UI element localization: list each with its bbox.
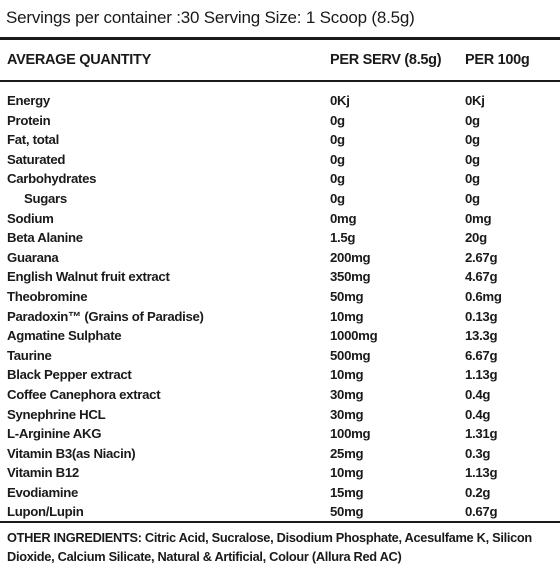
nutrient-row: Vitamin B12 10mg 1.13g bbox=[0, 463, 560, 483]
per-100g-value: 2.67g bbox=[465, 249, 498, 265]
per-serving-value: 1.5g bbox=[330, 230, 356, 246]
nutrient-name: Lupon/Lupin bbox=[7, 504, 84, 520]
nutrient-name: Agmatine Sulphate bbox=[7, 328, 122, 344]
nutrient-row: Energy 0Kj 0Kj bbox=[0, 91, 560, 111]
per-100g-value: 0.4g bbox=[465, 386, 491, 402]
per-serving-value: 50mg bbox=[330, 504, 364, 520]
nutrient-table: Energy 0Kj 0Kj Protein 0g 0g Fat, total 0g 0g Sat… bbox=[0, 91, 560, 522]
per-100g-value: 20g bbox=[465, 230, 487, 246]
nutrient-row: L-Arginine AKG 100mg 1.31g bbox=[0, 424, 560, 444]
nutrient-row: Paradoxin™ (Grains of Paradise) 10mg 0.13g bbox=[0, 307, 560, 327]
per-serving-value: 200mg bbox=[330, 249, 371, 265]
nutrient-row: Carbohydrates 0g 0g bbox=[0, 169, 560, 189]
per-100g-value: 0.67g bbox=[465, 504, 498, 520]
per-serving-value: 500mg bbox=[330, 347, 371, 363]
per-100g-value: 0g bbox=[465, 132, 480, 148]
per-serving-value: 0mg bbox=[330, 210, 357, 226]
nutrient-name: Black Pepper extract bbox=[7, 367, 132, 383]
per-serving-value: 0g bbox=[330, 132, 345, 148]
nutrient-row: Evodiamine 15mg 0.2g bbox=[0, 483, 560, 503]
nutrient-name: English Walnut fruit extract bbox=[7, 269, 170, 285]
per-serving-value: 50mg bbox=[330, 288, 364, 304]
servings-line: Servings per container :30 Serving Size:… bbox=[6, 8, 415, 27]
nutrient-row: Agmatine Sulphate 1000mg 13.3g bbox=[0, 326, 560, 346]
per-100g-value: 1.13g bbox=[465, 367, 498, 383]
top-rule bbox=[0, 37, 560, 40]
nutrient-name: Coffee Canephora extract bbox=[7, 386, 161, 402]
nutrient-name: Sodium bbox=[7, 210, 54, 226]
nutrient-name: Protein bbox=[7, 112, 51, 128]
header-rule bbox=[0, 80, 560, 82]
nutrient-row: Black Pepper extract 10mg 1.13g bbox=[0, 365, 560, 385]
per-100g-value: 4.67g bbox=[465, 269, 498, 285]
nutrient-row: Guarana 200mg 2.67g bbox=[0, 248, 560, 268]
nutrient-row: Coffee Canephora extract 30mg 0.4g bbox=[0, 385, 560, 405]
nutrient-row: Synephrine HCL 30mg 0.4g bbox=[0, 405, 560, 425]
per-serving-value: 0g bbox=[330, 112, 345, 128]
per-serving-value: 10mg bbox=[330, 367, 364, 383]
nutrient-row: Beta Alanine 1.5g 20g bbox=[0, 228, 560, 248]
nutrient-name: Vitamin B12 bbox=[7, 465, 79, 481]
nutrient-row: Fat, total 0g 0g bbox=[0, 130, 560, 150]
bottom-rule bbox=[0, 521, 560, 523]
nutrient-name: Carbohydrates bbox=[7, 171, 97, 187]
nutrient-name: Taurine bbox=[7, 347, 52, 363]
per-serving-value: 0Kj bbox=[330, 93, 350, 108]
per-100g-value: 0.6mg bbox=[465, 288, 502, 304]
per-100g-value: 0.4g bbox=[465, 406, 491, 422]
header-per-serving: PER SERV (8.5g) bbox=[330, 52, 442, 68]
nutrient-row: Vitamin B3(as Niacin) 25mg 0.3g bbox=[0, 444, 560, 464]
per-100g-value: 0g bbox=[465, 171, 480, 187]
nutrient-row: Sugars 0g 0g bbox=[0, 189, 560, 209]
other-ingredients: OTHER INGREDIENTS: Citric Acid, Sucralos… bbox=[7, 530, 532, 564]
nutrient-name: Vitamin B3(as Niacin) bbox=[7, 445, 136, 461]
nutrient-name: Beta Alanine bbox=[7, 230, 83, 246]
nutrient-row: Protein 0g 0g bbox=[0, 111, 560, 131]
per-serving-value: 350mg bbox=[330, 269, 371, 285]
nutrient-name: Evodiamine bbox=[7, 484, 79, 500]
per-100g-value: 0g bbox=[465, 112, 480, 128]
nutrient-row: Saturated 0g 0g bbox=[0, 150, 560, 170]
nutrient-name: Theobromine bbox=[7, 288, 88, 304]
per-serving-value: 1000mg bbox=[330, 328, 378, 344]
nutrient-name: Synephrine HCL bbox=[7, 406, 106, 422]
per-serving-value: 0g bbox=[330, 151, 345, 167]
nutrient-row: Lupon/Lupin 50mg 0.67g bbox=[0, 502, 560, 522]
per-100g-value: 0.3g bbox=[465, 445, 491, 461]
header-per-100g: PER 100g bbox=[465, 52, 530, 68]
per-100g-value: 1.31g bbox=[465, 426, 498, 442]
nutrient-name: Paradoxin™ (Grains of Paradise) bbox=[7, 308, 204, 324]
nutrient-row: Theobromine 50mg 0.6mg bbox=[0, 287, 560, 307]
per-serving-value: 25mg bbox=[330, 445, 364, 461]
nutrient-name: Guarana bbox=[7, 249, 59, 265]
per-serving-value: 0g bbox=[330, 190, 345, 206]
per-100g-value: 0.13g bbox=[465, 308, 498, 324]
nutrient-name: Sugars bbox=[24, 190, 67, 206]
nutrient-name: Energy bbox=[7, 93, 50, 108]
per-serving-value: 30mg bbox=[330, 406, 364, 422]
per-serving-value: 10mg bbox=[330, 465, 364, 481]
per-100g-value: 0Kj bbox=[465, 93, 485, 108]
nutrient-row: Sodium 0mg 0mg bbox=[0, 209, 560, 229]
header-quantity: AVERAGE QUANTITY bbox=[7, 52, 151, 68]
per-100g-value: 0g bbox=[465, 151, 480, 167]
per-serving-value: 100mg bbox=[330, 426, 371, 442]
per-100g-value: 0g bbox=[465, 190, 480, 206]
nutrient-row: Taurine 500mg 6.67g bbox=[0, 346, 560, 366]
nutrient-name: L-Arginine AKG bbox=[7, 426, 102, 442]
per-100g-value: 1.13g bbox=[465, 465, 498, 481]
per-serving-value: 10mg bbox=[330, 308, 364, 324]
per-serving-value: 30mg bbox=[330, 386, 364, 402]
per-serving-value: 15mg bbox=[330, 484, 364, 500]
per-100g-value: 6.67g bbox=[465, 347, 498, 363]
nutrient-row: English Walnut fruit extract 350mg 4.67g bbox=[0, 267, 560, 287]
per-100g-value: 13.3g bbox=[465, 328, 498, 344]
per-serving-value: 0g bbox=[330, 171, 345, 187]
nutrient-name: Fat, total bbox=[7, 132, 59, 148]
per-100g-value: 0.2g bbox=[465, 484, 491, 500]
nutrient-name: Saturated bbox=[7, 151, 66, 167]
per-100g-value: 0mg bbox=[465, 210, 492, 226]
